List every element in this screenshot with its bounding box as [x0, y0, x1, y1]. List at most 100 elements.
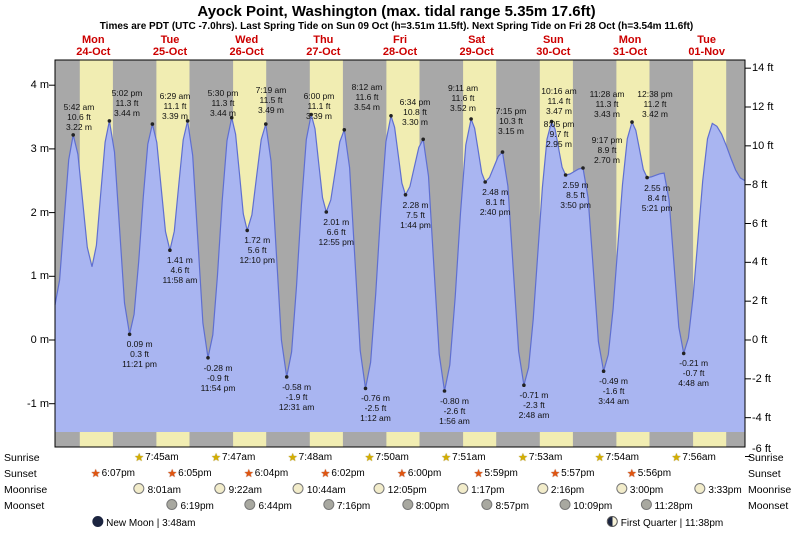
sunset-entry: ★6:05pm	[167, 468, 212, 480]
tide-annotation-low: 0.09 m 0.3 ft 11:21 pm	[122, 339, 157, 370]
moon-icon	[606, 516, 618, 527]
tide-annotation-high: 6:29 am 11.1 ft 3.39 m	[159, 91, 191, 122]
tide-extreme-dot	[309, 112, 314, 117]
tide-extreme-dot	[630, 120, 634, 124]
moon-icon	[481, 499, 493, 510]
tide-extreme-dot	[601, 369, 606, 374]
moonset-row-label: Moonset	[4, 500, 45, 512]
day-label: Mon 31-Oct	[612, 34, 648, 58]
tide-extreme-dot	[150, 122, 155, 126]
moonrise-row-label: Moonrise	[748, 484, 792, 496]
y-axis-label-ft: -6 ft	[752, 443, 771, 455]
moonset-entry: 11:28pm	[640, 499, 693, 512]
sunset-entry: ★6:07pm	[90, 468, 135, 480]
sunrise-icon: ★	[211, 452, 221, 464]
tide-extreme-dot	[229, 115, 234, 120]
y-axis-label-ft: 0 ft	[752, 334, 768, 346]
moon-icon	[559, 499, 571, 510]
tide-extreme-dot	[483, 180, 488, 184]
sunrise-icon: ★	[671, 452, 682, 464]
moonset-entry: 7:16pm	[322, 499, 370, 512]
sunrise-icon: ★	[594, 452, 605, 464]
moon-icon	[292, 483, 304, 494]
tide-extreme-dot	[549, 119, 554, 124]
tide-extreme-dot	[71, 133, 75, 137]
day-label: Sat 29-Oct	[459, 34, 494, 58]
day-label: Tue 25-Oct	[152, 34, 188, 58]
tide-annotation-low: -0.80 m -2.6 ft 1:56 am	[439, 395, 470, 426]
moon-icon	[166, 499, 178, 510]
moon-icon	[694, 483, 706, 494]
tide-annotation-high: 11:28 am 11.3 ft 3.43 m	[589, 88, 625, 119]
y-axis-label-ft: 12 ft	[752, 101, 774, 113]
y-axis-label-m: 0 m	[30, 334, 49, 346]
tide-annotation-high: 5:30 pm 11.3 ft 3.44 m	[207, 87, 239, 118]
moonrise-entry: 8:01am	[133, 483, 181, 496]
moonrise-entry: 10:44am	[292, 483, 346, 496]
tide-extreme-dot	[245, 228, 249, 233]
moonrise-entry: 3:00pm	[615, 483, 663, 496]
moon-phase-entry: First Quarter | 11:38pm	[606, 516, 723, 529]
tide-annotation-high: 6:34 pm 10.8 ft 3.30 m	[399, 96, 431, 127]
tide-annotation-low: -0.28 m -0.9 ft 11:54 pm	[200, 362, 236, 393]
tide-annotation-low: -0.49 m -1.6 ft 3:44 am	[598, 376, 629, 407]
day-label: Fri 28-Oct	[382, 34, 418, 58]
moon-icon	[615, 483, 627, 494]
sunrise-row-label: Sunrise	[4, 452, 40, 464]
tide-extreme-dot	[206, 356, 210, 360]
sunrise-entry: ★7:45am	[134, 452, 179, 464]
tide-extreme-dot	[264, 122, 268, 126]
day-label: Thu 27-Oct	[306, 34, 341, 58]
tide-annotation-low: 2.48 m 8.1 ft 2:40 pm	[479, 187, 511, 218]
tide-extreme-dot	[469, 117, 473, 121]
tide-extreme-dot	[363, 386, 368, 391]
sunrise-icon: ★	[134, 452, 145, 464]
tide-annotation-low: 2.28 m 7.5 ft 1:44 pm	[400, 199, 431, 230]
sunset-row-label: Sunset	[748, 468, 781, 480]
moon-icon	[133, 483, 145, 494]
moon-icon	[214, 483, 226, 494]
sunrise-entry: ★7:48am	[287, 452, 333, 464]
y-axis-label-ft: 6 ft	[752, 217, 768, 230]
tide-extreme-dot	[284, 375, 289, 379]
tide-annotation-high: 8:12 am 11.6 ft 3.54 m	[351, 81, 383, 112]
sunset-entry: ★6:04pm	[243, 468, 289, 480]
y-axis-label-m: 1 m	[30, 270, 49, 283]
sunset-icon: ★	[243, 468, 254, 480]
tide-extreme-dot	[500, 150, 505, 154]
day-label: Wed 26-Oct	[229, 34, 264, 58]
tide-annotation-low: -0.76 m -2.5 ft 1:12 am	[360, 393, 391, 424]
moon-icon	[244, 499, 256, 510]
tide-annotation-low: 2.01 m 6.6 ft 12:55 pm	[318, 216, 354, 247]
tide-extreme-dot	[581, 166, 585, 170]
moon-icon	[457, 483, 469, 494]
sunrise-entry: ★7:47am	[211, 452, 256, 464]
tide-annotation-high: 6:00 pm 11.1 ft 3.39 m	[303, 91, 335, 122]
sunrise-icon: ★	[364, 452, 375, 464]
sunset-icon: ★	[90, 468, 101, 480]
moonset-entry: 6:19pm	[166, 499, 214, 512]
sunset-entry: ★6:00pm	[397, 468, 442, 480]
sunrise-entry: ★7:50am	[364, 452, 409, 464]
sunrise-row-label: Sunrise	[748, 452, 784, 464]
moonset-entry: 10:09pm	[559, 499, 612, 512]
sunrise-entry: ★7:56am	[671, 452, 716, 464]
moonrise-entry: 3:33pm	[694, 483, 742, 496]
tide-annotation-high: 5:42 am 10.6 ft 3.22 m	[63, 101, 95, 132]
page-title: Ayock Point, Washington (max. tidal rang…	[197, 3, 596, 20]
tide-annotation-high: 10:16 am 11.4 ft 3.47 m	[541, 85, 577, 116]
tide-annotation-high: 9:11 am 11.6 ft 3.52 m	[447, 82, 479, 113]
tide-extreme-dot	[522, 383, 526, 388]
moon-icon	[401, 499, 413, 510]
y-axis-label-m: 4 m	[30, 79, 49, 92]
moonrise-entry: 9:22am	[214, 483, 262, 496]
y-axis-label-ft: -2 ft	[752, 372, 771, 385]
sunset-icon: ★	[626, 468, 637, 480]
tide-annotation-low: 2.55 m 8.4 ft 5:21 pm	[641, 182, 673, 213]
y-axis-label-ft: 8 ft	[752, 178, 768, 191]
tide-area	[55, 114, 745, 432]
tide-annotation-high: 7:19 am 11.5 ft 3.49 m	[255, 84, 287, 115]
moonset-entry: 8:00pm	[401, 499, 449, 512]
moonrise-entry: 2:16pm	[536, 483, 584, 496]
